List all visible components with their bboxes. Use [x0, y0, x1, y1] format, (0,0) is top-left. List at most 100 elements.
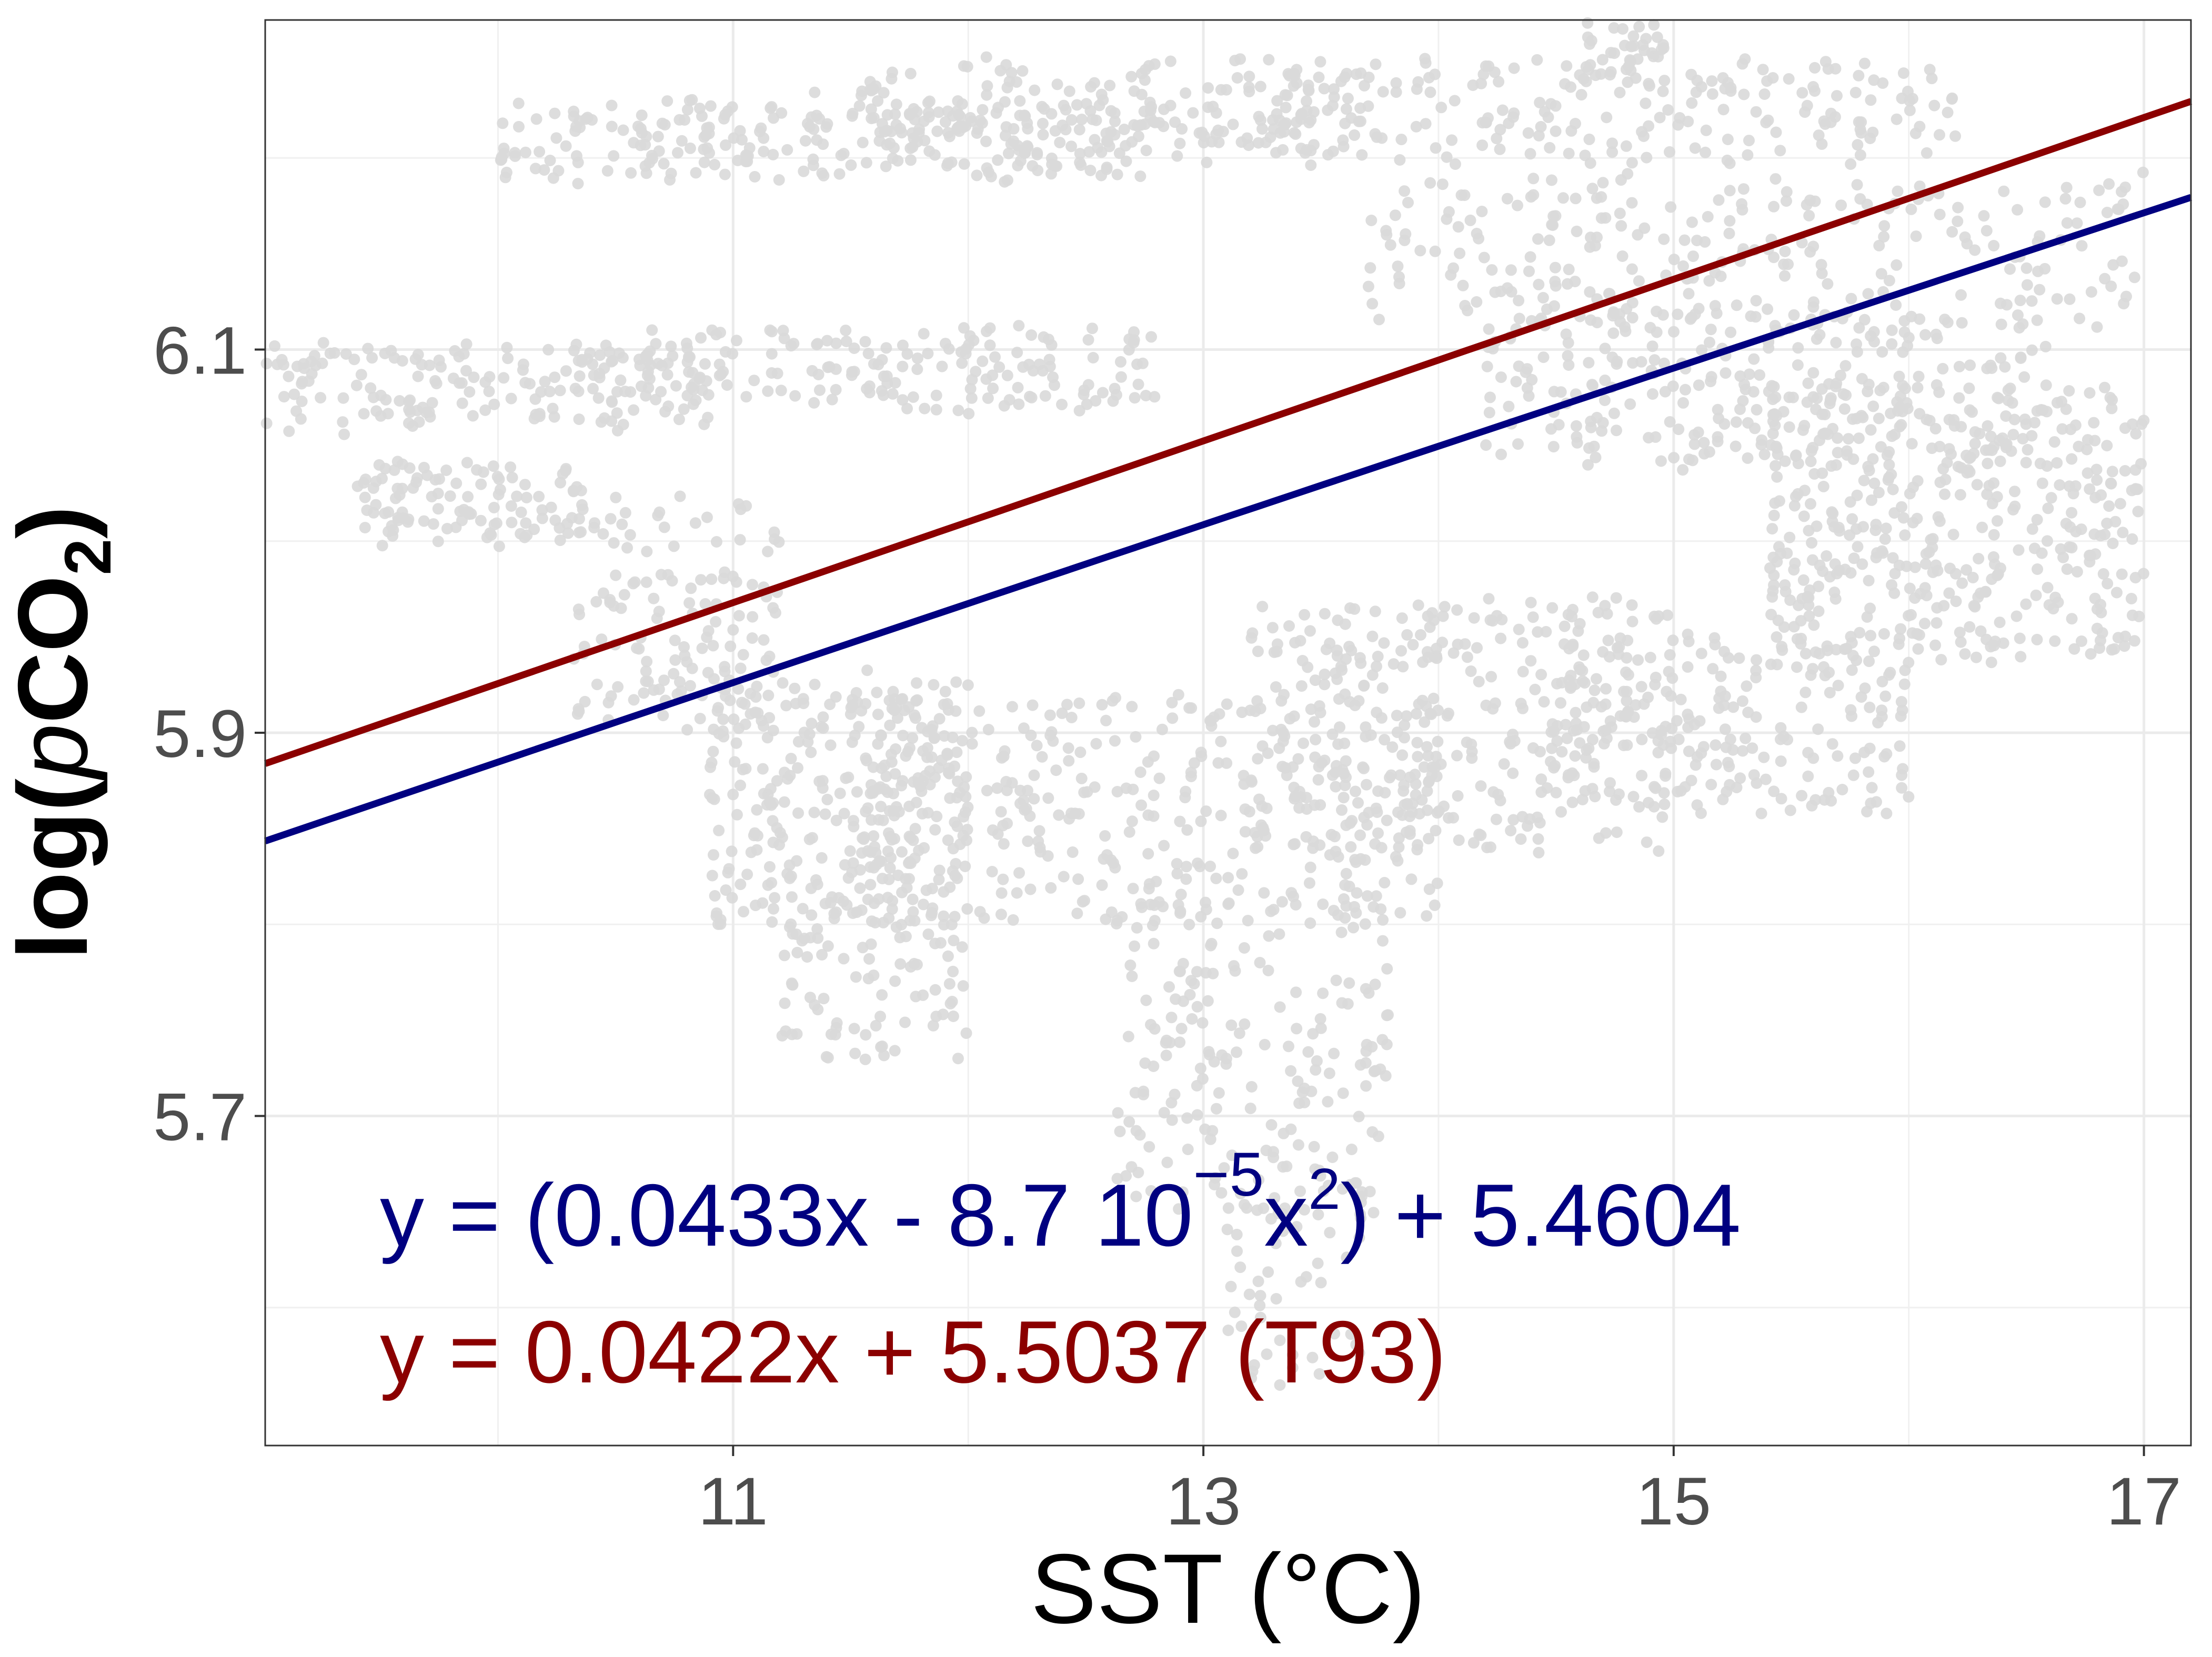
scatter-point: [727, 570, 739, 582]
scatter-point: [2026, 430, 2038, 442]
scatter-point: [1562, 609, 1574, 621]
scatter-point: [2047, 603, 2059, 615]
scatter-point: [337, 392, 349, 404]
scatter-point: [1582, 17, 1594, 29]
scatter-point: [1013, 867, 1025, 879]
scatter-point: [1067, 846, 1079, 858]
scatter-point: [857, 136, 869, 148]
scatter-point: [1399, 732, 1410, 744]
scatter-point: [1361, 779, 1372, 791]
scatter-point: [735, 878, 747, 891]
scatter-point: [1314, 1170, 1326, 1182]
scatter-point: [1180, 861, 1192, 873]
scatter-point: [2066, 507, 2078, 519]
scatter-point: [1203, 1049, 1215, 1061]
scatter-point: [1305, 114, 1317, 126]
scatter-point: [1979, 585, 1992, 598]
scatter-point: [745, 708, 757, 720]
scatter-point: [2130, 483, 2142, 496]
scatter-point: [1532, 233, 1544, 245]
scatter-point: [1349, 854, 1361, 866]
scatter-point: [1705, 779, 1717, 791]
scatter-point: [484, 371, 496, 383]
scatter-point: [1269, 1192, 1281, 1204]
scatter-point: [1019, 110, 1031, 122]
scatter-point: [1507, 767, 1519, 779]
scatter-point: [1343, 977, 1355, 989]
scatter-point: [1909, 561, 1921, 573]
scatter-point: [1432, 704, 1444, 716]
scatter-point: [893, 806, 905, 818]
scatter-point: [1147, 920, 1159, 932]
scatter-point: [1864, 701, 1876, 713]
scatter-point: [375, 410, 387, 422]
scatter-point: [809, 679, 821, 691]
scatter-point: [1719, 723, 1731, 735]
scatter-point: [1556, 746, 1568, 758]
scatter-point: [880, 770, 892, 782]
scatter-point: [1484, 841, 1496, 853]
scatter-point: [1911, 512, 1923, 524]
scatter-point: [901, 882, 913, 894]
scatter-point: [1288, 782, 1300, 793]
scatter-point: [2126, 418, 2138, 430]
scatter-point: [1482, 112, 1494, 124]
scatter-point: [1650, 431, 1662, 443]
scatter-point: [1213, 708, 1225, 720]
scatter-point: [461, 457, 473, 469]
scatter-point: [1724, 215, 1736, 227]
scatter-point: [634, 360, 646, 371]
scatter-point: [1805, 456, 1817, 468]
scatter-point: [1421, 910, 1433, 922]
scatter-point: [1232, 884, 1244, 896]
scatter-point: [1252, 645, 1264, 658]
scatter-point: [1605, 66, 1617, 78]
scatter-point: [1672, 119, 1684, 131]
scatter-point: [1508, 107, 1520, 119]
scatter-point: [606, 120, 618, 133]
scatter-point: [1174, 137, 1186, 149]
scatter-point: [1532, 626, 1544, 638]
scatter-point: [1795, 638, 1807, 650]
scatter-point: [727, 789, 739, 801]
scatter-point: [1177, 1186, 1189, 1198]
scatter-point: [373, 459, 385, 471]
scatter-point: [1678, 234, 1691, 246]
scatter-point: [2076, 635, 2087, 647]
scatter-point: [1345, 1328, 1357, 1340]
scatter-point: [1969, 426, 1981, 438]
scatter-point: [1878, 220, 1891, 232]
scatter-point: [554, 534, 566, 547]
scatter-point: [1930, 328, 1942, 340]
scatter-point: [750, 691, 762, 703]
scatter-point: [1710, 739, 1722, 751]
scatter-point: [1583, 133, 1595, 145]
scatter-point: [1821, 640, 1833, 652]
scatter-point: [1866, 494, 1877, 506]
scatter-point: [810, 874, 822, 886]
scatter-point: [1858, 474, 1870, 487]
scatter-point: [2008, 413, 2020, 426]
scatter-point: [1779, 246, 1791, 257]
scatter-point: [1253, 1174, 1265, 1186]
scatter-point: [1811, 520, 1823, 532]
scatter-point: [840, 325, 852, 337]
scatter-point: [1307, 1028, 1319, 1040]
scatter-point: [1376, 935, 1389, 947]
scatter-point: [871, 686, 883, 699]
scatter-point: [484, 527, 496, 539]
scatter-point: [659, 119, 671, 131]
scatter-point: [1807, 81, 1819, 93]
scatter-point: [2007, 429, 2019, 441]
scatter-point: [646, 324, 658, 336]
scatter-point: [1487, 786, 1500, 798]
scatter-point: [861, 664, 873, 676]
scatter-point: [1691, 235, 1703, 247]
scatter-point: [682, 351, 695, 363]
scatter-point: [549, 107, 561, 119]
scatter-point: [1570, 420, 1582, 432]
scatter-point: [1350, 1339, 1362, 1351]
scatter-point: [767, 836, 779, 848]
scatter-point: [1622, 168, 1634, 180]
scatter-point: [1097, 94, 1109, 106]
